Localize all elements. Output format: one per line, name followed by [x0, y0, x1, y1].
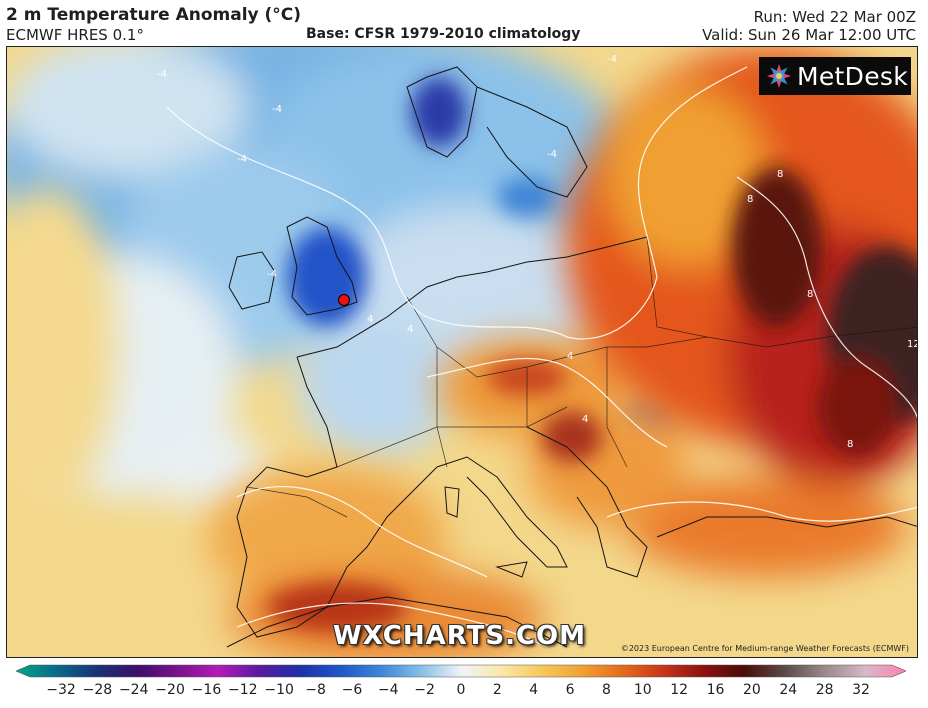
italy-outline — [436, 456, 568, 568]
corsica-sardinia-outline — [444, 486, 460, 518]
contour-label: 12 — [907, 339, 918, 350]
color-scale-tick: −16 — [191, 682, 222, 698]
contour-label: 8 — [777, 169, 783, 180]
contour-label: 4 — [582, 414, 588, 425]
color-scale-tick: −8 — [305, 682, 326, 698]
north-coast-outline — [296, 236, 648, 358]
color-scale-tick: 8 — [601, 682, 611, 698]
color-scale-tick: 16 — [706, 682, 725, 698]
color-scale-tick: −10 — [264, 682, 294, 698]
color-scale-tick: −28 — [82, 682, 113, 698]
climatology-base-label: Base: CFSR 1979-2010 climatology — [306, 26, 581, 42]
contour-label: -4 — [157, 69, 167, 80]
balkan-coast — [526, 426, 648, 578]
valid-time-label: Valid: Sun 26 Mar 12:00 UTC — [702, 26, 916, 44]
contour-label: 8 — [847, 439, 853, 450]
color-scale-tick: −4 — [377, 682, 399, 698]
contour-label: 4 — [407, 324, 413, 335]
contour-label: 4 — [367, 314, 373, 325]
color-scale-tick: −20 — [155, 682, 185, 698]
contour-label: 8 — [747, 194, 753, 205]
turkey-coast — [656, 516, 917, 538]
color-scale-tick: −24 — [118, 682, 149, 698]
color-scale-tick: 2 — [492, 682, 502, 698]
sweden-outline — [476, 86, 588, 198]
sicily-outline — [495, 561, 528, 578]
run-time-label: Run: Wed 22 Mar 00Z — [753, 8, 916, 26]
contour-label: 8 — [807, 289, 813, 300]
north-africa-coast — [226, 596, 568, 648]
anomaly-contours — [166, 66, 917, 648]
coastlines — [226, 66, 917, 648]
wxcharts-watermark: WXCHARTS.COM — [333, 621, 587, 651]
color-scale-tick: 0 — [456, 682, 466, 698]
metdesk-logo: MetDesk — [759, 57, 911, 95]
metdesk-star-icon — [767, 64, 791, 88]
copyright-notice: ©2023 European Centre for Medium-range W… — [620, 644, 909, 653]
metdesk-logo-text: MetDesk — [797, 61, 908, 91]
contour-label: 4 — [567, 351, 573, 362]
color-scale-tick: −2 — [414, 682, 435, 698]
map-canvas: -4 -4 -4 -4 -4 -4 4 4 4 4 8 8 8 8 12 — [7, 47, 918, 657]
contour-label: -4 — [272, 104, 282, 115]
contour-label: -4 — [267, 269, 277, 280]
great-britain-outline — [286, 216, 358, 316]
color-scale-tick: 6 — [565, 682, 575, 698]
color-scale-tick: −6 — [341, 682, 363, 698]
color-scale-tick: 24 — [779, 682, 798, 698]
color-scale-tick: −12 — [228, 682, 258, 698]
country-borders — [246, 236, 917, 518]
model-label: ECMWF HRES 0.1° — [6, 26, 144, 44]
color-scale-ticks: −32 −28 −24 −20 −16 −12 −10 −8 −6 −4 −2 0 2 4 6 8 10 12 16… — [0, 682, 928, 702]
color-scale-bar — [16, 664, 906, 678]
color-scale-tick: −32 — [46, 682, 76, 698]
contour-label: -4 — [547, 149, 557, 160]
iberia-france-coast — [236, 356, 438, 638]
color-scale-tick: 28 — [815, 682, 834, 698]
color-scale-tick: 12 — [670, 682, 689, 698]
scandinavia-outline — [406, 66, 478, 158]
temperature-anomaly-map[interactable]: -4 -4 -4 -4 -4 -4 4 4 4 4 8 8 8 8 12 MetDesk WXCHARTS.… — [6, 46, 918, 658]
color-scale-tick: 4 — [529, 682, 539, 698]
contour-labels: -4 -4 -4 -4 -4 -4 4 4 4 4 8 8 8 8 12 — [157, 54, 918, 450]
color-scale-tick: 32 — [852, 682, 870, 698]
contour-label: -4 — [237, 154, 247, 165]
ireland-outline — [228, 251, 276, 310]
contour-label: -4 — [607, 54, 617, 65]
map-title: 2 m Temperature Anomaly (°C) — [6, 5, 302, 25]
color-scale-tick: 10 — [633, 682, 652, 698]
color-scale-tick: 20 — [742, 682, 761, 698]
location-marker[interactable] — [338, 294, 350, 306]
